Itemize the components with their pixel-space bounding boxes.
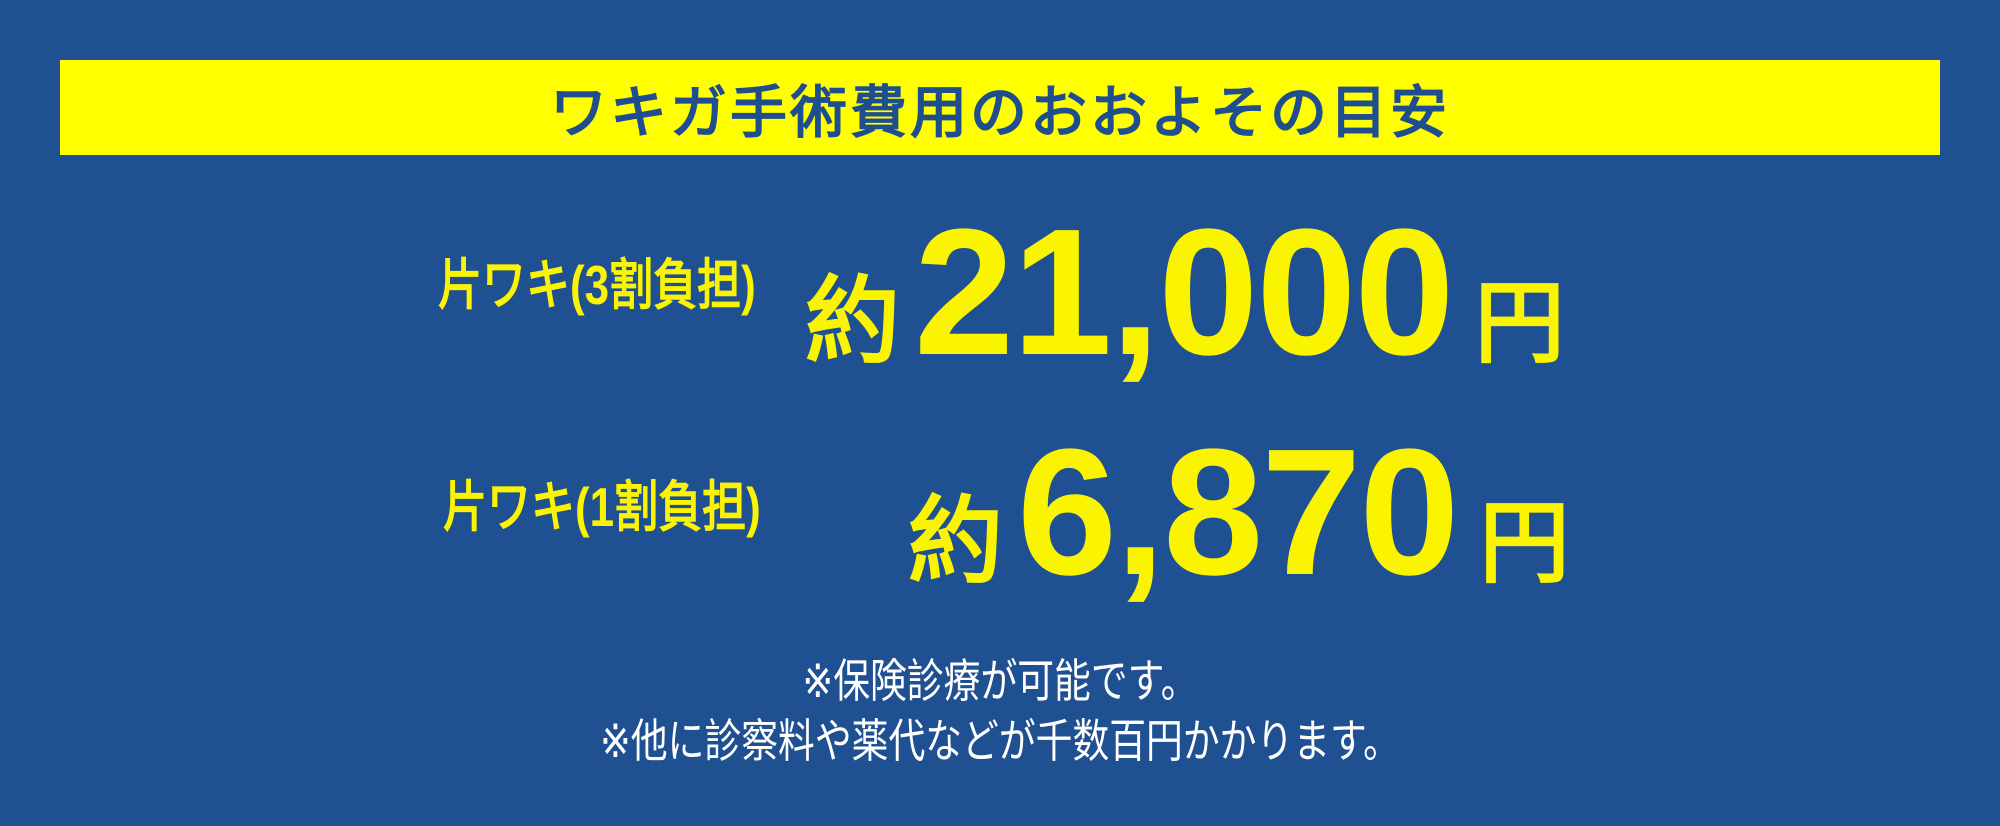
title-banner: ワキガ手術費用のおおよその目安 — [60, 60, 1940, 155]
yen-unit-1: 円 — [1474, 274, 1565, 374]
approx-prefix-1: 約 — [805, 269, 901, 375]
price-row-2-label: 片ワキ(1割負担) — [443, 476, 761, 538]
footnote-insurance: ※保険診療が可能です。 — [802, 655, 1198, 707]
price-amount-2: 6,870 — [1017, 412, 1459, 613]
price-row-1-label: 片ワキ(3割負担) — [438, 254, 756, 316]
yen-unit-2: 円 — [1479, 494, 1570, 594]
approx-prefix-2: 約 — [908, 489, 1004, 595]
price-row-2-value: 約 6,870 円 — [908, 423, 1569, 603]
footnote-extra-costs: ※他に診察料や薬代などが千数百円かかります。 — [600, 714, 1400, 767]
footnotes: ※保険診療が可能です。 ※他に診察料や薬代などが千数百円かかります。 — [0, 652, 2000, 772]
page-title: ワキガ手術費用のおおよその目安 — [550, 80, 1450, 145]
price-amount-1: 21,000 — [914, 192, 1455, 393]
price-row-1-value: 約 21,000 円 — [805, 203, 1565, 383]
